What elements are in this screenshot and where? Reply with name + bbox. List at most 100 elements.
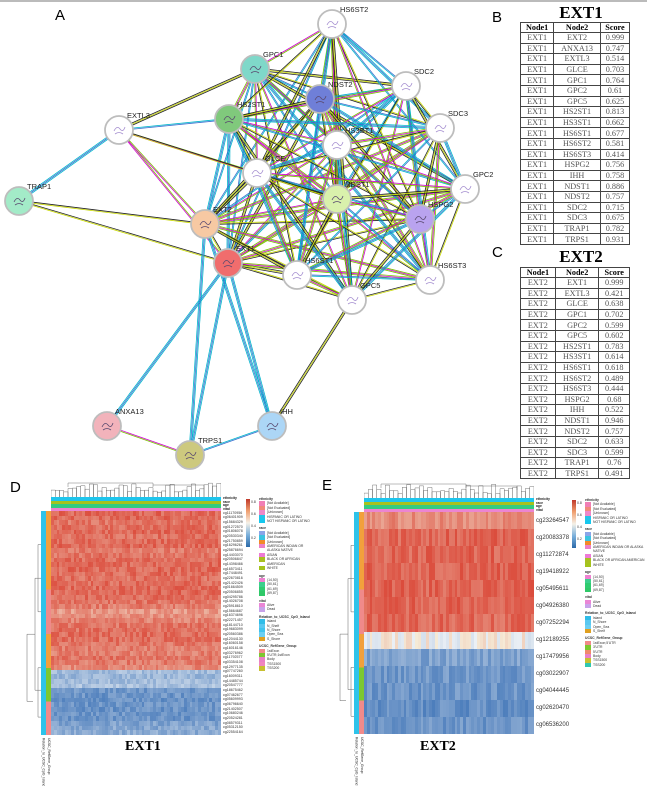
heatmap-cell	[76, 520, 80, 526]
node-GPC5[interactable]: GPC5	[337, 281, 380, 315]
node-circle[interactable]	[317, 9, 347, 39]
heatmap-cell	[121, 525, 125, 530]
heatmap-cell	[67, 585, 71, 591]
node-circle[interactable]	[257, 411, 287, 441]
heatmap-cell	[468, 529, 472, 547]
heatmap-cell	[465, 512, 469, 530]
node-TRPS1[interactable]: TRPS1	[175, 436, 222, 470]
heatmap-cell	[59, 665, 63, 670]
heatmap-cell	[110, 613, 114, 619]
heatmap-cell	[73, 632, 77, 638]
node-EXT1[interactable]: EXT1	[213, 244, 255, 278]
heatmap-cell	[87, 693, 91, 698]
node-HS6ST3[interactable]: HS6ST3	[415, 261, 466, 295]
node-EXT2[interactable]: EXT2	[190, 205, 232, 239]
heatmap-cell	[116, 609, 119, 614]
legend-swatch	[259, 586, 265, 592]
heatmap-cell	[147, 641, 150, 647]
heatmap-cell	[366, 648, 370, 666]
node-ANXA13[interactable]: ANXA13	[92, 407, 144, 441]
node-circle[interactable]	[4, 186, 34, 216]
heatmap-cell	[406, 648, 410, 666]
edge-HS2ST1-HSPG2	[229, 118, 421, 219]
heatmap-cell	[212, 539, 216, 544]
heatmap-cell	[186, 651, 190, 656]
heatmap-cell	[127, 651, 131, 656]
table-cell: HS6ST2	[554, 372, 600, 384]
heatmap-cell	[209, 651, 213, 656]
heatmap-cell	[462, 699, 466, 718]
node-TRAP1[interactable]: TRAP1	[4, 182, 51, 216]
node-circle[interactable]	[104, 115, 134, 145]
heatmap-cell	[161, 693, 165, 698]
heatmap-cell	[474, 716, 478, 735]
heatmap-cell	[99, 590, 102, 596]
heatmap-cell	[369, 614, 373, 632]
node-circle[interactable]	[240, 54, 270, 84]
node-SDC2[interactable]: SDC2	[391, 67, 434, 101]
node-circle[interactable]	[305, 84, 335, 114]
node-GLCE[interactable]: GLCE	[242, 154, 285, 188]
node-circle[interactable]	[214, 104, 244, 134]
table-row: EXT1 HS6ST2 0.581	[519, 137, 631, 150]
heatmap-cell	[67, 525, 71, 530]
node-HS2ST1[interactable]: HS2ST1	[214, 100, 265, 134]
heatmap-cell	[189, 660, 193, 666]
node-HSPG2[interactable]: HSPG2	[405, 200, 453, 234]
heatmap-cell	[206, 567, 210, 572]
row-label: cg15664687	[223, 608, 243, 613]
node-IHH[interactable]: IHH	[257, 407, 293, 441]
heatmap-cell	[468, 699, 472, 718]
heatmap-cell	[135, 529, 139, 535]
heatmap-cell	[423, 682, 427, 701]
heatmap-cell	[161, 688, 165, 694]
heatmap-cell	[82, 674, 85, 680]
node-NDST1[interactable]: NDST1	[322, 180, 370, 214]
heatmap-cell	[152, 627, 156, 633]
heatmap-cell	[99, 604, 102, 610]
table-row: EXT1 GLCE 0.703	[519, 63, 631, 76]
heatmap-cell	[482, 631, 486, 649]
node-NDST2[interactable]: NDST2	[305, 80, 353, 114]
heatmap-cell	[76, 693, 80, 698]
heatmap-ext1-title: EXT1	[125, 739, 161, 754]
node-circle[interactable]	[337, 285, 367, 315]
heatmap-cell	[116, 595, 119, 600]
row-label: cg17448491	[223, 571, 243, 576]
node-HS6ST1[interactable]: HS6ST1	[282, 256, 333, 290]
heatmap-cell	[152, 595, 156, 600]
node-circle[interactable]	[282, 260, 312, 290]
node-circle[interactable]	[175, 440, 205, 470]
node-EXTL3[interactable]: EXTL3	[104, 111, 150, 145]
heatmap-cell	[147, 725, 150, 731]
node-HS3ST1[interactable]: HS3ST1	[322, 126, 373, 160]
node-circle[interactable]	[425, 113, 455, 143]
node-circle[interactable]	[450, 174, 480, 204]
heatmap-cell	[155, 721, 159, 726]
node-GPC1[interactable]: GPC1	[240, 50, 283, 84]
heatmap-cell	[155, 623, 159, 628]
node-circle[interactable]	[322, 184, 352, 214]
heatmap-cell	[369, 631, 373, 649]
heatmap-cell	[215, 730, 218, 736]
node-circle[interactable]	[391, 71, 421, 101]
heatmap-cell	[93, 725, 97, 731]
node-GPC2[interactable]: GPC2	[450, 170, 493, 204]
heatmap-cell	[181, 613, 184, 619]
heatmap-cell	[198, 581, 201, 586]
node-SDC3[interactable]: SDC3	[425, 109, 468, 143]
node-circle[interactable]	[322, 130, 352, 160]
heatmap-cell	[468, 597, 472, 615]
node-circle[interactable]	[213, 248, 243, 278]
heatmap-cell	[152, 651, 156, 656]
node-circle[interactable]	[92, 411, 122, 441]
node-circle[interactable]	[415, 265, 445, 295]
heatmap-cell	[59, 520, 63, 526]
node-circle[interactable]	[190, 209, 220, 239]
node-circle[interactable]	[405, 204, 435, 234]
node-HS6ST2[interactable]: HS6ST2	[317, 5, 368, 39]
heatmap-cell	[121, 627, 125, 633]
heatmap-cell	[138, 543, 142, 549]
node-circle[interactable]	[242, 158, 272, 188]
heatmap-cell	[195, 683, 199, 689]
